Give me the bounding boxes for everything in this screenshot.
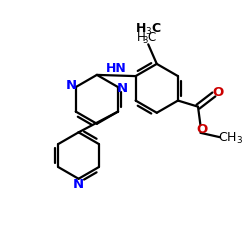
Text: H$_3$C: H$_3$C — [135, 22, 162, 36]
Text: CH$_3$: CH$_3$ — [218, 131, 244, 146]
Text: O: O — [196, 124, 207, 136]
Text: 3: 3 — [142, 36, 148, 45]
Text: O: O — [213, 86, 224, 98]
Text: C: C — [148, 31, 156, 44]
Text: H: H — [137, 31, 146, 44]
Text: N: N — [73, 178, 84, 191]
Text: N: N — [66, 80, 77, 92]
Text: N: N — [117, 82, 128, 95]
Text: HN: HN — [106, 62, 126, 75]
